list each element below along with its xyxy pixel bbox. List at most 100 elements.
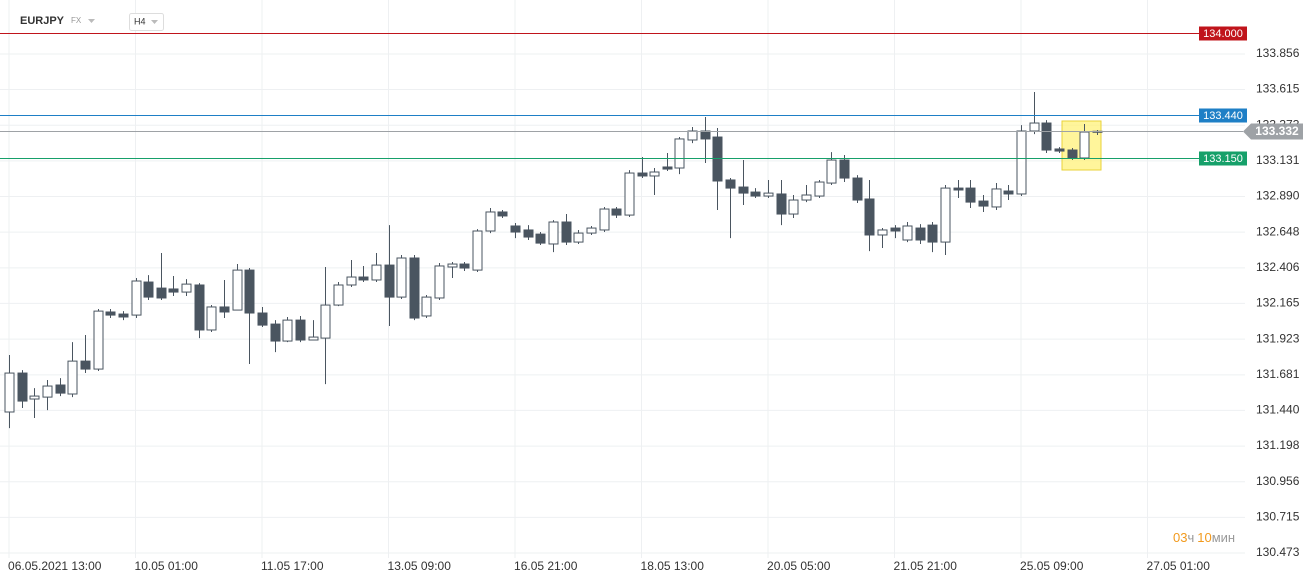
y-tick-label: 133.615	[1256, 82, 1300, 96]
candle-body	[346, 276, 357, 286]
y-tick-label: 131.923	[1256, 331, 1300, 345]
candle-body	[42, 385, 53, 398]
y-tick-label: 132.165	[1256, 296, 1300, 310]
candle-body	[485, 211, 496, 232]
y-tick-label: 130.956	[1256, 474, 1300, 488]
price-level-label: 134.000	[1203, 28, 1243, 40]
countdown-minutes-unit: мин	[1212, 530, 1235, 545]
candle-body	[788, 199, 799, 215]
candle-body	[308, 336, 319, 341]
candle-body	[333, 284, 344, 306]
x-tick-label: 16.05 21:00	[514, 559, 578, 573]
candle-body	[459, 263, 470, 269]
candle-body	[915, 227, 926, 241]
y-tick-label: 133.131	[1256, 153, 1300, 167]
candle-body	[409, 257, 420, 319]
price-level-label: 133.150	[1203, 153, 1243, 165]
y-tick-label: 132.890	[1256, 189, 1300, 203]
y-tick-label: 130.473	[1256, 545, 1300, 559]
candle-body	[181, 283, 192, 293]
y-tick-label: 130.715	[1256, 509, 1300, 523]
candle-body	[257, 312, 268, 326]
timeframe[interactable]: H4	[134, 16, 146, 26]
candle-body	[864, 198, 875, 236]
candle-body	[839, 159, 850, 179]
countdown-hours-unit: ч	[1187, 530, 1194, 545]
candle-body	[1054, 148, 1065, 152]
candle-body	[927, 224, 938, 243]
candle-body	[991, 188, 1002, 208]
candle-body	[143, 281, 154, 298]
candle-body	[852, 177, 863, 201]
x-tick-label: 27.05 01:00	[1147, 559, 1211, 573]
price-level-box	[1199, 26, 1247, 41]
candle-body	[156, 287, 167, 299]
candle-body	[80, 360, 91, 370]
candle-body	[371, 264, 382, 281]
candle-body	[535, 233, 546, 244]
candle-body	[497, 211, 508, 217]
countdown: 03ч 10мин	[1173, 530, 1235, 545]
candle-body	[1003, 190, 1014, 195]
candle-body	[548, 221, 559, 245]
candle-body	[219, 306, 230, 313]
candle-body	[244, 269, 255, 314]
candle-body	[93, 310, 104, 370]
candle-body	[384, 264, 395, 298]
candle-body	[599, 208, 610, 231]
y-tick-label: 133.856	[1256, 46, 1300, 60]
candle-body	[523, 229, 534, 238]
candle-body	[1067, 149, 1078, 159]
y-tick-label: 131.440	[1256, 403, 1300, 417]
candle-body	[1029, 122, 1040, 132]
x-tick-label: 21.05 21:00	[894, 559, 958, 573]
countdown-hours: 03	[1173, 530, 1187, 545]
candle-body	[17, 372, 28, 402]
candle-body	[573, 232, 584, 243]
x-tick-label: 18.05 13:00	[641, 559, 705, 573]
timeframe-dropdown[interactable]	[151, 20, 158, 24]
countdown-minutes: 10	[1197, 530, 1211, 545]
candle-body	[447, 263, 458, 268]
candle-body	[738, 186, 749, 194]
candle-body	[637, 172, 648, 177]
y-tick-label: 131.198	[1256, 438, 1300, 452]
candle-body	[953, 187, 964, 191]
current-price-box	[1243, 123, 1303, 140]
symbol[interactable]: EURJPY	[20, 15, 65, 27]
timeframe-box[interactable]	[129, 13, 164, 31]
candle-body	[1041, 122, 1052, 151]
candle-body	[67, 360, 78, 395]
candle-body	[662, 166, 673, 170]
x-tick-label: 10.05 01:00	[135, 559, 199, 573]
candle-body	[118, 313, 129, 318]
candle-body	[29, 395, 40, 400]
price-level-label: 133.440	[1203, 110, 1243, 122]
candle-body	[1016, 130, 1027, 195]
x-tick-label: 11.05 17:00	[261, 559, 324, 573]
market: FX	[71, 16, 82, 25]
y-tick-label: 131.681	[1256, 367, 1300, 381]
candle-body	[586, 227, 597, 234]
candle-body	[131, 280, 142, 316]
price-level-box	[1199, 108, 1247, 123]
candle-body	[4, 372, 15, 413]
candle-body	[396, 257, 407, 298]
x-tick-label: 25.05 09:00	[1020, 559, 1084, 573]
x-tick-label: 13.05 09:00	[388, 559, 452, 573]
candle-body	[725, 179, 736, 189]
candles	[4, 92, 1103, 429]
candle-body	[295, 319, 306, 341]
candle-body	[270, 323, 281, 342]
symbol-dropdown[interactable]	[88, 19, 95, 23]
y-tick-label: 132.406	[1256, 260, 1300, 274]
candle-body	[674, 138, 685, 169]
x-tick-label: 06.05.2021 13:00	[8, 559, 102, 573]
candle-body	[940, 187, 951, 243]
candle-body	[472, 230, 483, 271]
candle-body	[750, 191, 761, 197]
candle-body	[965, 187, 976, 203]
candle-body	[902, 225, 913, 241]
